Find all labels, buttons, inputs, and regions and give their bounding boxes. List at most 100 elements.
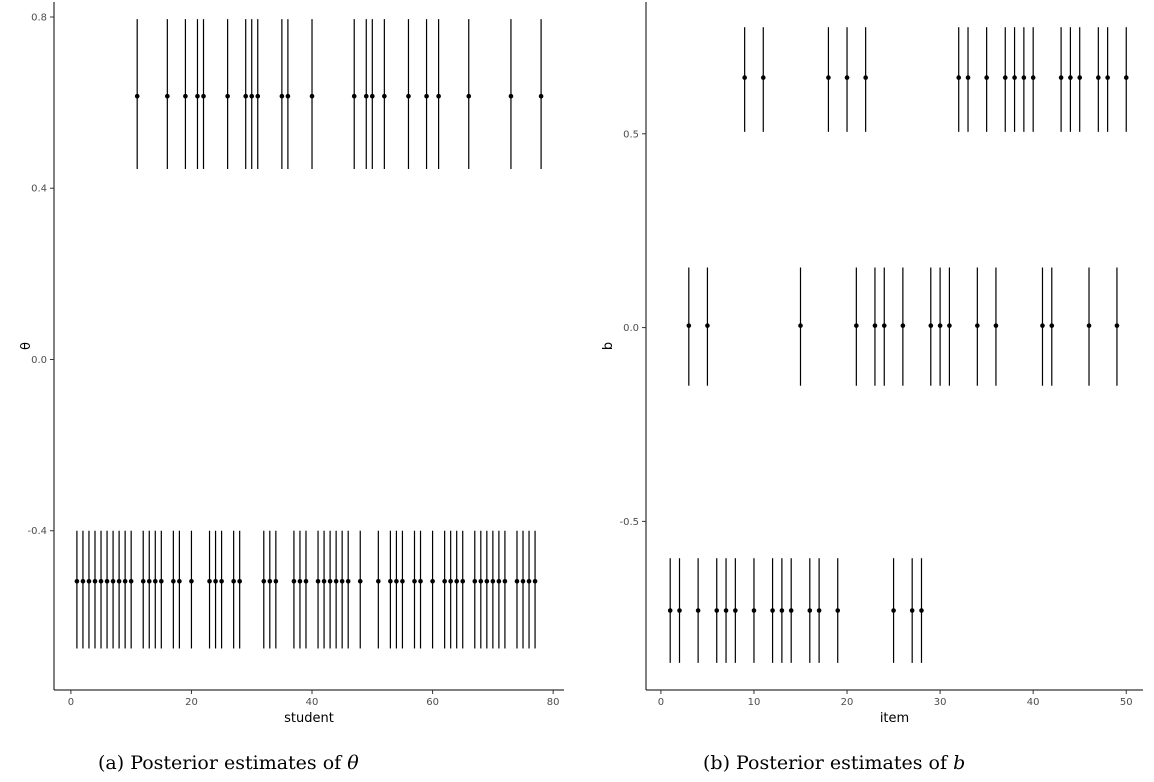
- y-tick-label: 0.5: [623, 129, 639, 140]
- estimate-point: [92, 578, 98, 584]
- estimate-point: [490, 578, 496, 584]
- estimate-point: [412, 578, 417, 584]
- x-tick-label: 80: [547, 697, 560, 708]
- estimate-point: [152, 578, 158, 584]
- estimate-point: [394, 578, 399, 584]
- estimate-point: [1002, 75, 1008, 80]
- estimate-point: [321, 578, 327, 584]
- x-tick-label: 40: [1027, 697, 1040, 708]
- x-axis-title: student: [284, 711, 334, 726]
- estimate-point: [418, 578, 423, 584]
- estimate-point: [327, 578, 333, 584]
- estimate-point: [406, 93, 411, 99]
- estimate-point: [442, 578, 447, 584]
- x-axis-title: item: [880, 711, 909, 726]
- estimate-point: [484, 578, 490, 584]
- estimate-point: [965, 75, 971, 80]
- estimate-point: [835, 608, 841, 613]
- estimate-point: [128, 578, 134, 584]
- estimate-point: [213, 578, 218, 584]
- estimate-point: [779, 608, 785, 613]
- estimate-point: [303, 578, 309, 584]
- estimate-point: [844, 75, 850, 80]
- estimate-point: [526, 578, 532, 584]
- estimate-point: [237, 578, 242, 584]
- panel-a: 0 20 40 60 80 -0.4 0.0 0.4 0.8 student θ (a) Poster…: [19, 2, 564, 774]
- estimate-point: [514, 578, 520, 584]
- estimate-point: [351, 93, 357, 99]
- estimate-point: [478, 578, 484, 584]
- estimate-point: [1058, 75, 1064, 80]
- estimate-point: [891, 608, 896, 613]
- estimate-point: [454, 578, 459, 584]
- panel-caption: (a) Posterior estimates of θ: [98, 752, 359, 774]
- estimate-point: [116, 578, 122, 584]
- estimate-point: [863, 75, 868, 80]
- estimate-point: [1049, 323, 1055, 328]
- estimate-point: [1040, 323, 1045, 328]
- estimate-point: [315, 578, 321, 584]
- estimate-point: [110, 578, 116, 584]
- x-tick-label: 20: [185, 697, 198, 708]
- estimate-point: [1021, 75, 1027, 80]
- estimate-point: [872, 323, 878, 328]
- y-tick-label: 0.0: [623, 323, 639, 334]
- x-tick-label: 20: [841, 697, 854, 708]
- estimate-point: [677, 608, 682, 613]
- estimate-point: [807, 608, 813, 613]
- y-axis-title: b: [601, 342, 616, 350]
- estimate-point: [472, 578, 478, 584]
- y-tick-label: 0.4: [31, 184, 47, 195]
- estimate-point: [816, 608, 822, 613]
- estimate-point: [165, 93, 170, 99]
- panel-b: 0 10 20 30 40 50 -0.5 0.0 0.5 item b (b) Posterior …: [601, 2, 1143, 774]
- estimate-point: [798, 323, 803, 328]
- estimate-point: [285, 93, 291, 99]
- estimate-point: [1105, 75, 1110, 80]
- y-tick-label: -0.5: [619, 517, 639, 528]
- panel-caption: (b) Posterior estimates of b: [703, 752, 965, 774]
- estimate-point: [183, 93, 188, 99]
- estimate-point: [723, 608, 729, 613]
- estimate-point: [508, 93, 514, 99]
- estimate-point: [177, 578, 182, 584]
- estimate-point: [134, 93, 140, 99]
- estimate-point: [243, 93, 249, 99]
- estimate-point: [430, 578, 435, 584]
- estimate-point: [854, 323, 859, 328]
- estimate-point: [1086, 323, 1092, 328]
- estimate-point: [363, 93, 369, 99]
- estimate-point: [436, 93, 441, 99]
- estimate-point: [80, 578, 86, 584]
- x-tick-label: 30: [934, 697, 947, 708]
- estimate-point: [74, 578, 80, 584]
- estimate-point: [219, 578, 224, 584]
- x-tick-label: 0: [658, 697, 664, 708]
- estimate-point: [538, 93, 544, 99]
- estimate-point: [171, 578, 176, 584]
- estimate-point: [770, 608, 775, 613]
- estimate-point: [532, 578, 538, 584]
- estimate-point: [249, 93, 255, 99]
- estimate-point: [231, 578, 236, 584]
- estimate-point: [86, 578, 92, 584]
- y-tick-label: 0.0: [31, 355, 47, 366]
- estimate-point: [195, 93, 200, 99]
- estimate-point: [742, 75, 747, 80]
- estimate-point: [1096, 75, 1101, 80]
- estimate-point: [496, 578, 502, 584]
- estimate-point: [291, 578, 297, 584]
- estimate-point: [975, 323, 980, 328]
- estimate-point: [345, 578, 351, 584]
- estimate-point: [751, 608, 757, 613]
- estimate-point: [357, 578, 363, 584]
- estimate-point: [686, 323, 692, 328]
- estimate-point: [255, 93, 261, 99]
- estimate-point: [695, 608, 701, 613]
- estimate-point: [159, 578, 164, 584]
- x-tick-label: 40: [306, 697, 319, 708]
- estimate-point: [369, 93, 375, 99]
- estimate-point: [466, 93, 472, 99]
- estimate-point: [267, 578, 273, 584]
- estimate-point: [919, 608, 924, 613]
